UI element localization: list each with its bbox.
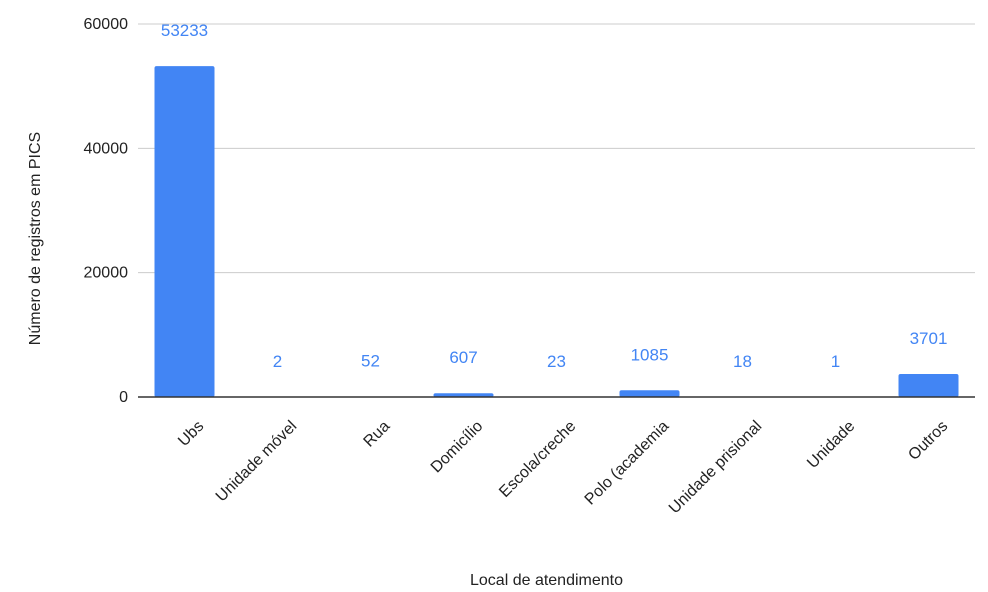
category-label: Domicílio	[428, 418, 487, 477]
data-label: 18	[733, 352, 752, 371]
data-label: 53233	[161, 21, 208, 40]
data-label: 1	[831, 352, 840, 371]
data-labels: 53233 2 52 607 23 1085 18 1 3701	[161, 21, 948, 371]
category-label: Escola/creche	[496, 418, 579, 501]
category-label: Unidade	[804, 418, 858, 472]
y-axis-ticks: 0 20000 40000 60000	[84, 16, 129, 406]
gridlines	[138, 23, 975, 274]
bar	[898, 373, 959, 397]
data-label: 52	[361, 352, 380, 371]
category-label: Rua	[361, 418, 394, 451]
category-label: Ubs	[175, 418, 207, 450]
y-tick-label: 40000	[84, 140, 129, 157]
category-label: Unidade prisional	[666, 418, 765, 517]
bar	[619, 390, 680, 397]
data-label: 3701	[910, 329, 948, 348]
category-label: Unidade móvel	[213, 418, 300, 505]
bar	[154, 66, 215, 398]
y-tick-label: 20000	[84, 265, 129, 282]
data-label: 2	[273, 352, 282, 371]
category-label: Polo (academia	[582, 418, 673, 509]
bars	[154, 66, 959, 398]
category-labels: Ubs Unidade móvel Rua Domicílio Escola/crech…	[175, 418, 951, 518]
data-label: 23	[547, 352, 566, 371]
y-tick-label: 60000	[84, 16, 129, 33]
category-label: Outros	[905, 418, 951, 464]
data-label: 1085	[631, 345, 669, 364]
y-axis-title: Número de registros em PICS	[27, 132, 44, 345]
y-tick-label: 0	[119, 389, 128, 406]
bar	[433, 393, 494, 397]
data-label: 607	[449, 348, 477, 367]
x-axis-title: Local de atendimento	[470, 572, 623, 589]
